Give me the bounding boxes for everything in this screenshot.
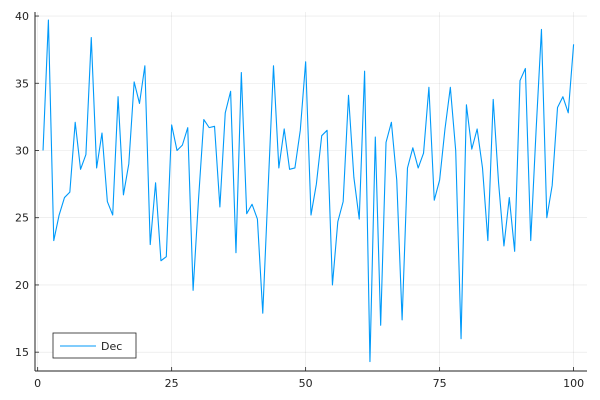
y-tick-label: 15	[15, 346, 29, 359]
legend-box	[52, 332, 137, 359]
x-tick-label: 25	[165, 377, 179, 390]
x-tick-label: 0	[34, 377, 41, 390]
axes	[34, 12, 587, 372]
y-tick-label: 30	[15, 144, 29, 157]
legend: Dec	[52, 332, 137, 359]
legend-label-dec: Dec	[101, 340, 122, 353]
series-line-dec	[42, 19, 575, 363]
y-tick-label: 25	[15, 212, 29, 225]
x-tick-label: 50	[299, 377, 313, 390]
grid-lines	[35, 12, 587, 371]
x-tick-label: 100	[563, 377, 584, 390]
series-lines	[42, 19, 575, 363]
x-tick-label: 75	[433, 377, 447, 390]
y-tick-label: 40	[15, 10, 29, 23]
tick-labels: 0 25 50 75 100 15 20 25 30 35 40	[15, 10, 584, 390]
y-tick-label: 20	[15, 279, 29, 292]
y-tick-label: 35	[15, 77, 29, 90]
